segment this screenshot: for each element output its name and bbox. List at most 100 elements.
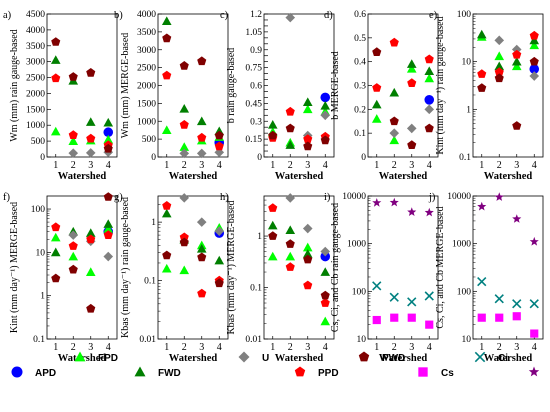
data-point-pwd: PWD watershed 4: 0.09 xyxy=(214,278,224,288)
y-tick-label: 2000 xyxy=(26,89,45,99)
data-point-fwd: FWD watershed 3: 1100 xyxy=(85,117,96,126)
legend-label: FPD xyxy=(98,353,118,364)
x-tick-label: 2 xyxy=(497,342,502,353)
data-point-apd: APD watershed 4: 7 xyxy=(529,64,540,74)
x-axis-label: Watershed xyxy=(169,171,218,182)
data-point-ci: Ci watershed 3: 55 xyxy=(512,299,522,309)
legend-item-apd: APD xyxy=(11,366,56,379)
data-point-cb: Cb watershed 3: 4600 xyxy=(407,207,417,216)
x-axis-label: Watershed xyxy=(275,353,324,364)
x-axis-label: Watershed xyxy=(275,171,324,182)
data-point-cb: Cb watershed 1: 6000 xyxy=(477,201,487,211)
data-point-fwd: FWD watershed 3: 0.5 xyxy=(302,97,313,107)
data-point-ci: Ci watershed 4: 55 xyxy=(529,299,539,309)
data-point-ppd: PPD watershed 3: 14 xyxy=(512,49,522,59)
data-point-pwd: PWD watershed 3: 0.3 xyxy=(303,254,313,264)
data-point-fwd: FWD watershed 4: 0.2 xyxy=(214,255,225,265)
y-tick-label: 1 xyxy=(466,105,471,115)
data-point-fwd: FWD watershed 4: 0.4 xyxy=(320,100,331,110)
data-point-cs: Cs watershed 3: 28 xyxy=(407,313,416,322)
legend-marker-ci xyxy=(474,351,486,363)
data-point-pwd: PWD watershed 3: 2650 xyxy=(86,68,96,77)
data-point-fpd: FPD watershed 2: 0.07 xyxy=(389,135,400,145)
data-point-fpd: FPD watershed 1: 0.2 xyxy=(161,263,172,273)
y-axis-label: Kint (mm day⁻¹) rain gauge-based xyxy=(435,16,446,154)
data-point-pwd: PWD watershed 2: 4 xyxy=(68,264,78,274)
x-tick-label: 2 xyxy=(288,160,293,171)
panel-letter: b) xyxy=(114,10,123,21)
data-point-pwd: PWD watershed 3: 0.09 xyxy=(303,141,313,151)
data-point-fpd: FPD watershed 4: 0.3 xyxy=(424,73,435,83)
y-tick-label: 1000 xyxy=(347,240,366,250)
y-tick-label: 10 xyxy=(36,248,46,258)
data-point-fwd: FWD watershed 3: 28 xyxy=(85,228,96,237)
y-tick-label: 0.6 xyxy=(250,82,262,92)
y-tick-label: 0.3 xyxy=(354,82,366,92)
y-axis-label: b MERGE-based xyxy=(330,51,341,120)
y-tick-label: 1000 xyxy=(26,121,45,131)
x-tick-label: 2 xyxy=(392,160,397,171)
y-tick-label: 10 xyxy=(462,58,472,68)
data-point-pwd: PWD watershed 3: 0.5 xyxy=(512,121,522,130)
x-tick-label: 4 xyxy=(427,342,432,353)
data-point-fpd: FPD watershed 2: 0.4 xyxy=(285,251,296,261)
data-point-ppd: PPD watershed 4: 300 xyxy=(214,141,224,151)
y-tick-label: 500 xyxy=(142,135,157,145)
data-point-fwd: FWD watershed 2: 1 xyxy=(285,225,296,235)
data-point-pwd: PWD watershed 1: 1 xyxy=(268,231,278,240)
data-point-fwd: FWD watershed 4: 0.4 xyxy=(424,66,435,76)
data-point-fwd: FWD watershed 3: 10 xyxy=(511,56,522,66)
data-point-ci-stroke xyxy=(407,297,417,307)
data-point-apd: APD watershed 4: 0.4 xyxy=(320,251,331,262)
data-point-ppd: PPD watershed 3: 0.06 xyxy=(197,288,207,298)
y-tick-label: 0 xyxy=(151,153,156,163)
data-point-cb: Cb watershed 1: 7200 xyxy=(372,198,382,207)
legend-label: PPD xyxy=(318,368,339,379)
x-tick-label: 3 xyxy=(409,342,414,353)
data-point-ppd: PPD watershed 2: 14 xyxy=(68,241,78,250)
x-tick-label: 4 xyxy=(217,342,222,353)
data-point-cs: Cs watershed 4: 20 xyxy=(425,320,434,329)
legend-marker-cs xyxy=(418,367,428,377)
y-tick-label: 10000 xyxy=(342,192,366,202)
y-tick-label: 1000 xyxy=(137,117,156,127)
data-point-ppd: PPD watershed 2: 6 xyxy=(494,67,504,77)
x-tick-label: 3 xyxy=(305,342,310,353)
data-point-ci: Ci watershed 2: 75 xyxy=(389,292,399,302)
x-tick-label: 1 xyxy=(164,160,169,171)
x-tick-label: 4 xyxy=(106,342,111,353)
data-point-pwd: PWD watershed 4: 0.1 xyxy=(424,123,434,133)
y-tick-label: 0.1 xyxy=(250,284,262,294)
data-point-fwd: FWD watershed 3: 1000 xyxy=(196,116,207,126)
y-tick-label: 1500 xyxy=(26,105,45,115)
data-point-fpd: FPD watershed 3: 0.6 xyxy=(302,242,313,252)
data-point-pwd: PWD watershed 4: 600 xyxy=(214,130,224,140)
data-point-fwd: FWD watershed 1: 3050 xyxy=(50,55,61,64)
data-point-fwd: FWD watershed 4: 45 xyxy=(103,219,114,228)
data-point-ppd: PPD watershed 2: 0.6 xyxy=(179,232,189,242)
data-point-ppd: PPD watershed 1: 2 xyxy=(162,201,172,210)
y-tick-label: 100 xyxy=(31,205,46,215)
y-axis-label: Wm (mm) rain gauge-based xyxy=(9,29,20,141)
data-point-pwd: PWD watershed 1: 3620 xyxy=(51,37,61,46)
x-tick-label: 1 xyxy=(374,160,379,171)
y-tick-label: 3500 xyxy=(137,28,156,38)
data-point-ci-stroke xyxy=(494,294,504,304)
y-tick-label: 1000 xyxy=(452,240,471,250)
data-point-fwd: FWD watershed 2: 8 xyxy=(494,61,505,71)
x-tick-label: 3 xyxy=(88,160,93,171)
panel-letter: h) xyxy=(220,192,229,203)
data-point-u: U watershed 2: 0.1 xyxy=(389,128,400,138)
data-point-u: U watershed 3: 18 xyxy=(511,44,522,55)
data-point-ci: Ci watershed 4: 80 xyxy=(424,291,434,301)
data-point-u: U watershed 2: 25 xyxy=(68,230,79,240)
x-axis-label: Watershed xyxy=(379,171,428,182)
y-tick-label: 2500 xyxy=(137,64,156,74)
data-point-pwd: PWD watershed 1: 0.4 xyxy=(372,47,382,56)
data-point-pwd: PWD watershed 4: 190 xyxy=(103,192,113,201)
data-point-pwd: PWD watershed 2: 0.5 xyxy=(179,237,189,247)
data-point-ppd: PPD watershed 2: 0.5 xyxy=(389,37,399,47)
data-point-ppd: PPD watershed 1: 4 xyxy=(268,203,278,212)
legend-item-cs: Cs xyxy=(418,367,454,379)
